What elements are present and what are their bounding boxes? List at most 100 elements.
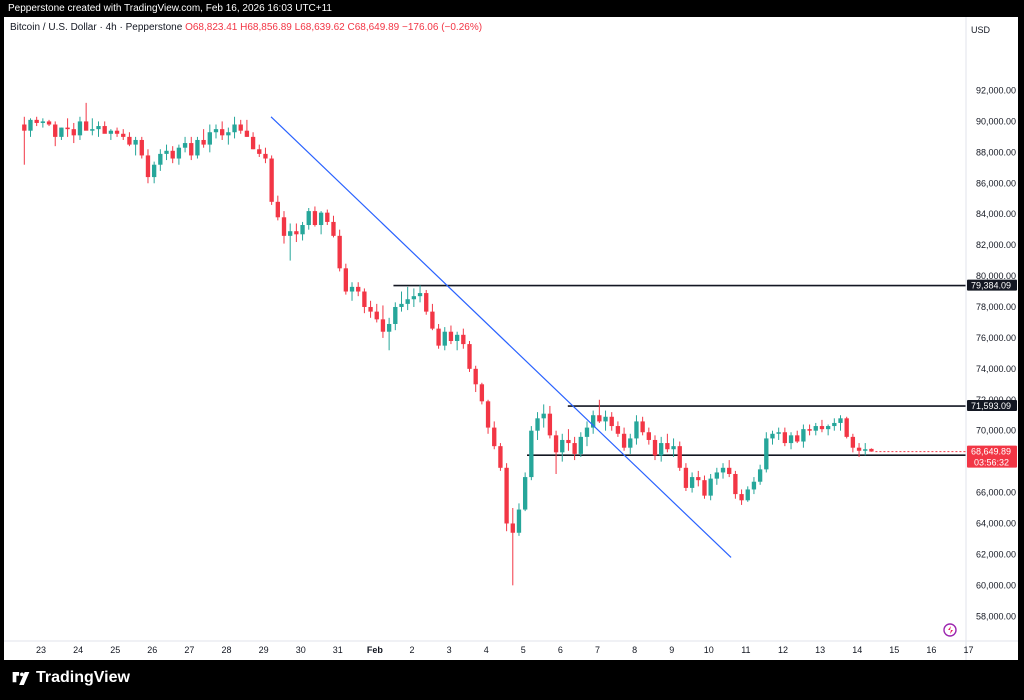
x-tick-label: 6 xyxy=(558,645,563,655)
candle-body xyxy=(597,415,602,422)
candle-body xyxy=(71,129,76,136)
candle xyxy=(114,127,120,137)
x-tick-label: Feb xyxy=(367,645,384,655)
candle-body xyxy=(182,143,188,148)
candle xyxy=(244,119,250,137)
x-tick-label: 10 xyxy=(704,645,714,655)
candle-body xyxy=(467,344,472,369)
ohlc-close: C68,649.89 xyxy=(347,22,400,33)
candle xyxy=(591,410,596,434)
x-tick-label: 7 xyxy=(595,645,600,655)
candle-body xyxy=(714,472,720,479)
y-tick-label: 72,000.00 xyxy=(976,395,1016,405)
brand-name: TradingView xyxy=(36,669,130,686)
candle xyxy=(516,503,522,536)
candle-body xyxy=(90,129,95,131)
candle xyxy=(560,433,565,462)
horizontal-levels xyxy=(393,284,966,456)
candle xyxy=(300,221,305,241)
candle xyxy=(795,430,800,444)
level-price-tag: 79,384.09 xyxy=(967,279,1017,291)
candle xyxy=(102,121,107,134)
candle-body xyxy=(615,426,621,434)
candle xyxy=(250,132,256,150)
candle xyxy=(108,129,114,140)
candle xyxy=(312,206,318,227)
candle xyxy=(764,432,769,473)
candle xyxy=(158,149,163,171)
candle-body xyxy=(504,467,509,524)
candle xyxy=(584,421,590,447)
candle xyxy=(652,435,658,461)
candle xyxy=(739,489,744,505)
candle-body xyxy=(399,303,404,307)
candle-body xyxy=(813,426,818,431)
candle xyxy=(825,424,831,436)
candle-body xyxy=(764,438,769,470)
candle-body xyxy=(170,150,175,159)
candle-body xyxy=(263,153,268,159)
candle-body xyxy=(356,286,361,292)
x-tick-label: 17 xyxy=(963,645,973,655)
price-tags: 79,384.0971,593.0968,418.0068,343.7268,6… xyxy=(967,279,1017,468)
price-chart[interactable]: 58,000.00 60,000.00 62,000.00 64,000.00 66,0… xyxy=(4,17,1018,660)
candle xyxy=(411,288,417,307)
candle xyxy=(83,102,89,131)
candle-body xyxy=(473,368,478,385)
chart-panel[interactable]: 58,000.00 60,000.00 62,000.00 64,000.00 66,0… xyxy=(4,17,1018,660)
candle-body xyxy=(96,126,101,130)
candle-body xyxy=(325,212,330,222)
candle xyxy=(151,161,157,184)
candle-body xyxy=(560,439,565,453)
candle-body xyxy=(417,293,423,297)
candle-body xyxy=(584,427,590,437)
candle-body xyxy=(535,418,540,431)
candle-body xyxy=(825,426,831,430)
candle xyxy=(492,421,497,450)
candle xyxy=(597,399,602,423)
y-tick-label: 82,000.00 xyxy=(976,240,1016,250)
candle-body xyxy=(628,438,633,448)
candle xyxy=(393,302,398,331)
candle-body xyxy=(646,432,651,440)
candle xyxy=(696,470,701,487)
x-tick-label: 5 xyxy=(521,645,526,655)
candle xyxy=(318,211,324,235)
candle-body xyxy=(708,478,713,496)
candle-body xyxy=(807,429,812,431)
candle xyxy=(621,427,627,451)
candle-body xyxy=(603,416,608,422)
candle-body xyxy=(127,136,132,145)
candle xyxy=(683,463,689,491)
candle xyxy=(566,429,571,451)
currency-label: USD xyxy=(970,25,990,35)
candle xyxy=(275,195,280,221)
candle xyxy=(813,422,818,436)
candle xyxy=(77,116,83,140)
candle xyxy=(145,149,151,184)
candle-body xyxy=(640,421,645,433)
candle xyxy=(640,416,645,436)
candle xyxy=(807,424,812,436)
x-tick-label: 27 xyxy=(184,645,194,655)
candle-body xyxy=(201,139,206,145)
candle-body xyxy=(250,136,256,150)
y-tick-label: 84,000.00 xyxy=(976,209,1016,219)
y-tick-label: 90,000.00 xyxy=(976,116,1016,126)
x-tick-label: 29 xyxy=(259,645,269,655)
candle-body xyxy=(139,139,144,156)
candle-body xyxy=(238,124,243,131)
candle xyxy=(182,136,188,153)
candle-body xyxy=(566,439,571,444)
candle xyxy=(720,463,726,479)
candle-body xyxy=(312,211,318,226)
candle-body xyxy=(343,268,349,292)
candle-body xyxy=(269,158,274,202)
candle xyxy=(757,464,763,485)
candle-body xyxy=(424,293,429,312)
candle-body xyxy=(257,149,262,154)
candle-body xyxy=(838,418,843,423)
candle xyxy=(226,127,231,145)
candle xyxy=(90,118,95,136)
